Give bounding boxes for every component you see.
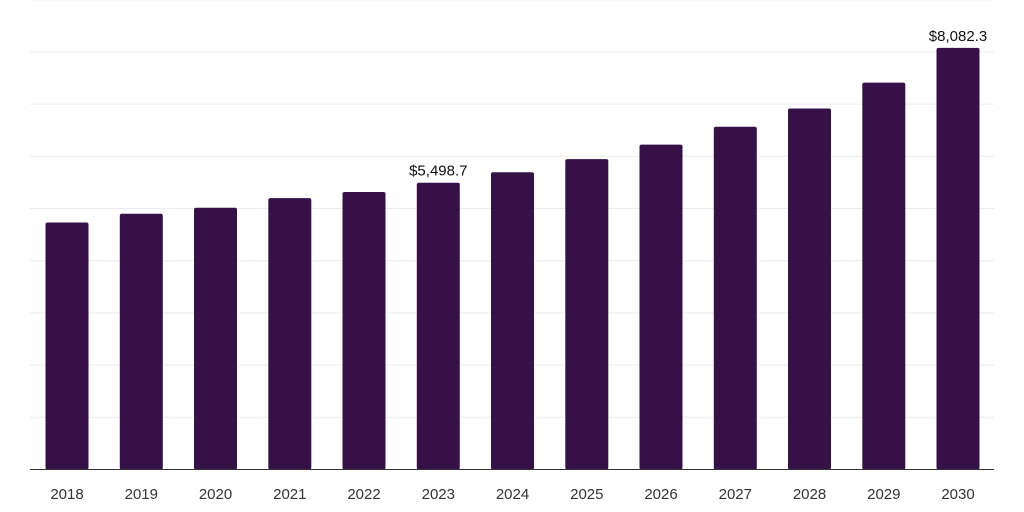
x-tick-label: 2024 [496,486,529,503]
bar-2019 [119,213,163,470]
bar-2018 [45,222,89,470]
x-axis-tick-labels: 2018 2019 2020 2021 2022 2023 2024 2025 2026 2027… [50,486,974,503]
bars [45,47,980,470]
x-tick-label: 2026 [644,486,677,503]
x-tick-label: 2030 [941,486,974,503]
x-tick-label: 2018 [50,486,83,503]
bar-2030 [936,47,980,470]
x-tick-label: 2021 [273,486,306,503]
bar-2027 [713,126,757,470]
bar-2023 [416,182,460,470]
x-tick-label: 2025 [570,486,603,503]
x-tick-label: 2022 [347,486,380,503]
bar-2028 [788,108,831,470]
bar-2020 [194,207,237,470]
data-label-2030: $8,082.3 [929,28,987,45]
x-tick-label: 2019 [125,486,158,503]
bar-2021 [268,198,312,470]
data-labels: $5,498.7 $8,082.3 [409,28,987,180]
bar-2029 [862,82,906,470]
bar-2022 [342,192,386,470]
x-tick-label: 2028 [793,486,826,503]
bar-2024 [491,172,534,470]
x-tick-label: 2020 [199,486,232,503]
bar-2025 [565,159,609,470]
x-tick-label: 2027 [719,486,752,503]
bar-2026 [639,144,683,470]
data-label-2023: $5,498.7 [409,163,467,180]
x-tick-label: 2023 [422,486,455,503]
x-tick-label: 2029 [867,486,900,503]
